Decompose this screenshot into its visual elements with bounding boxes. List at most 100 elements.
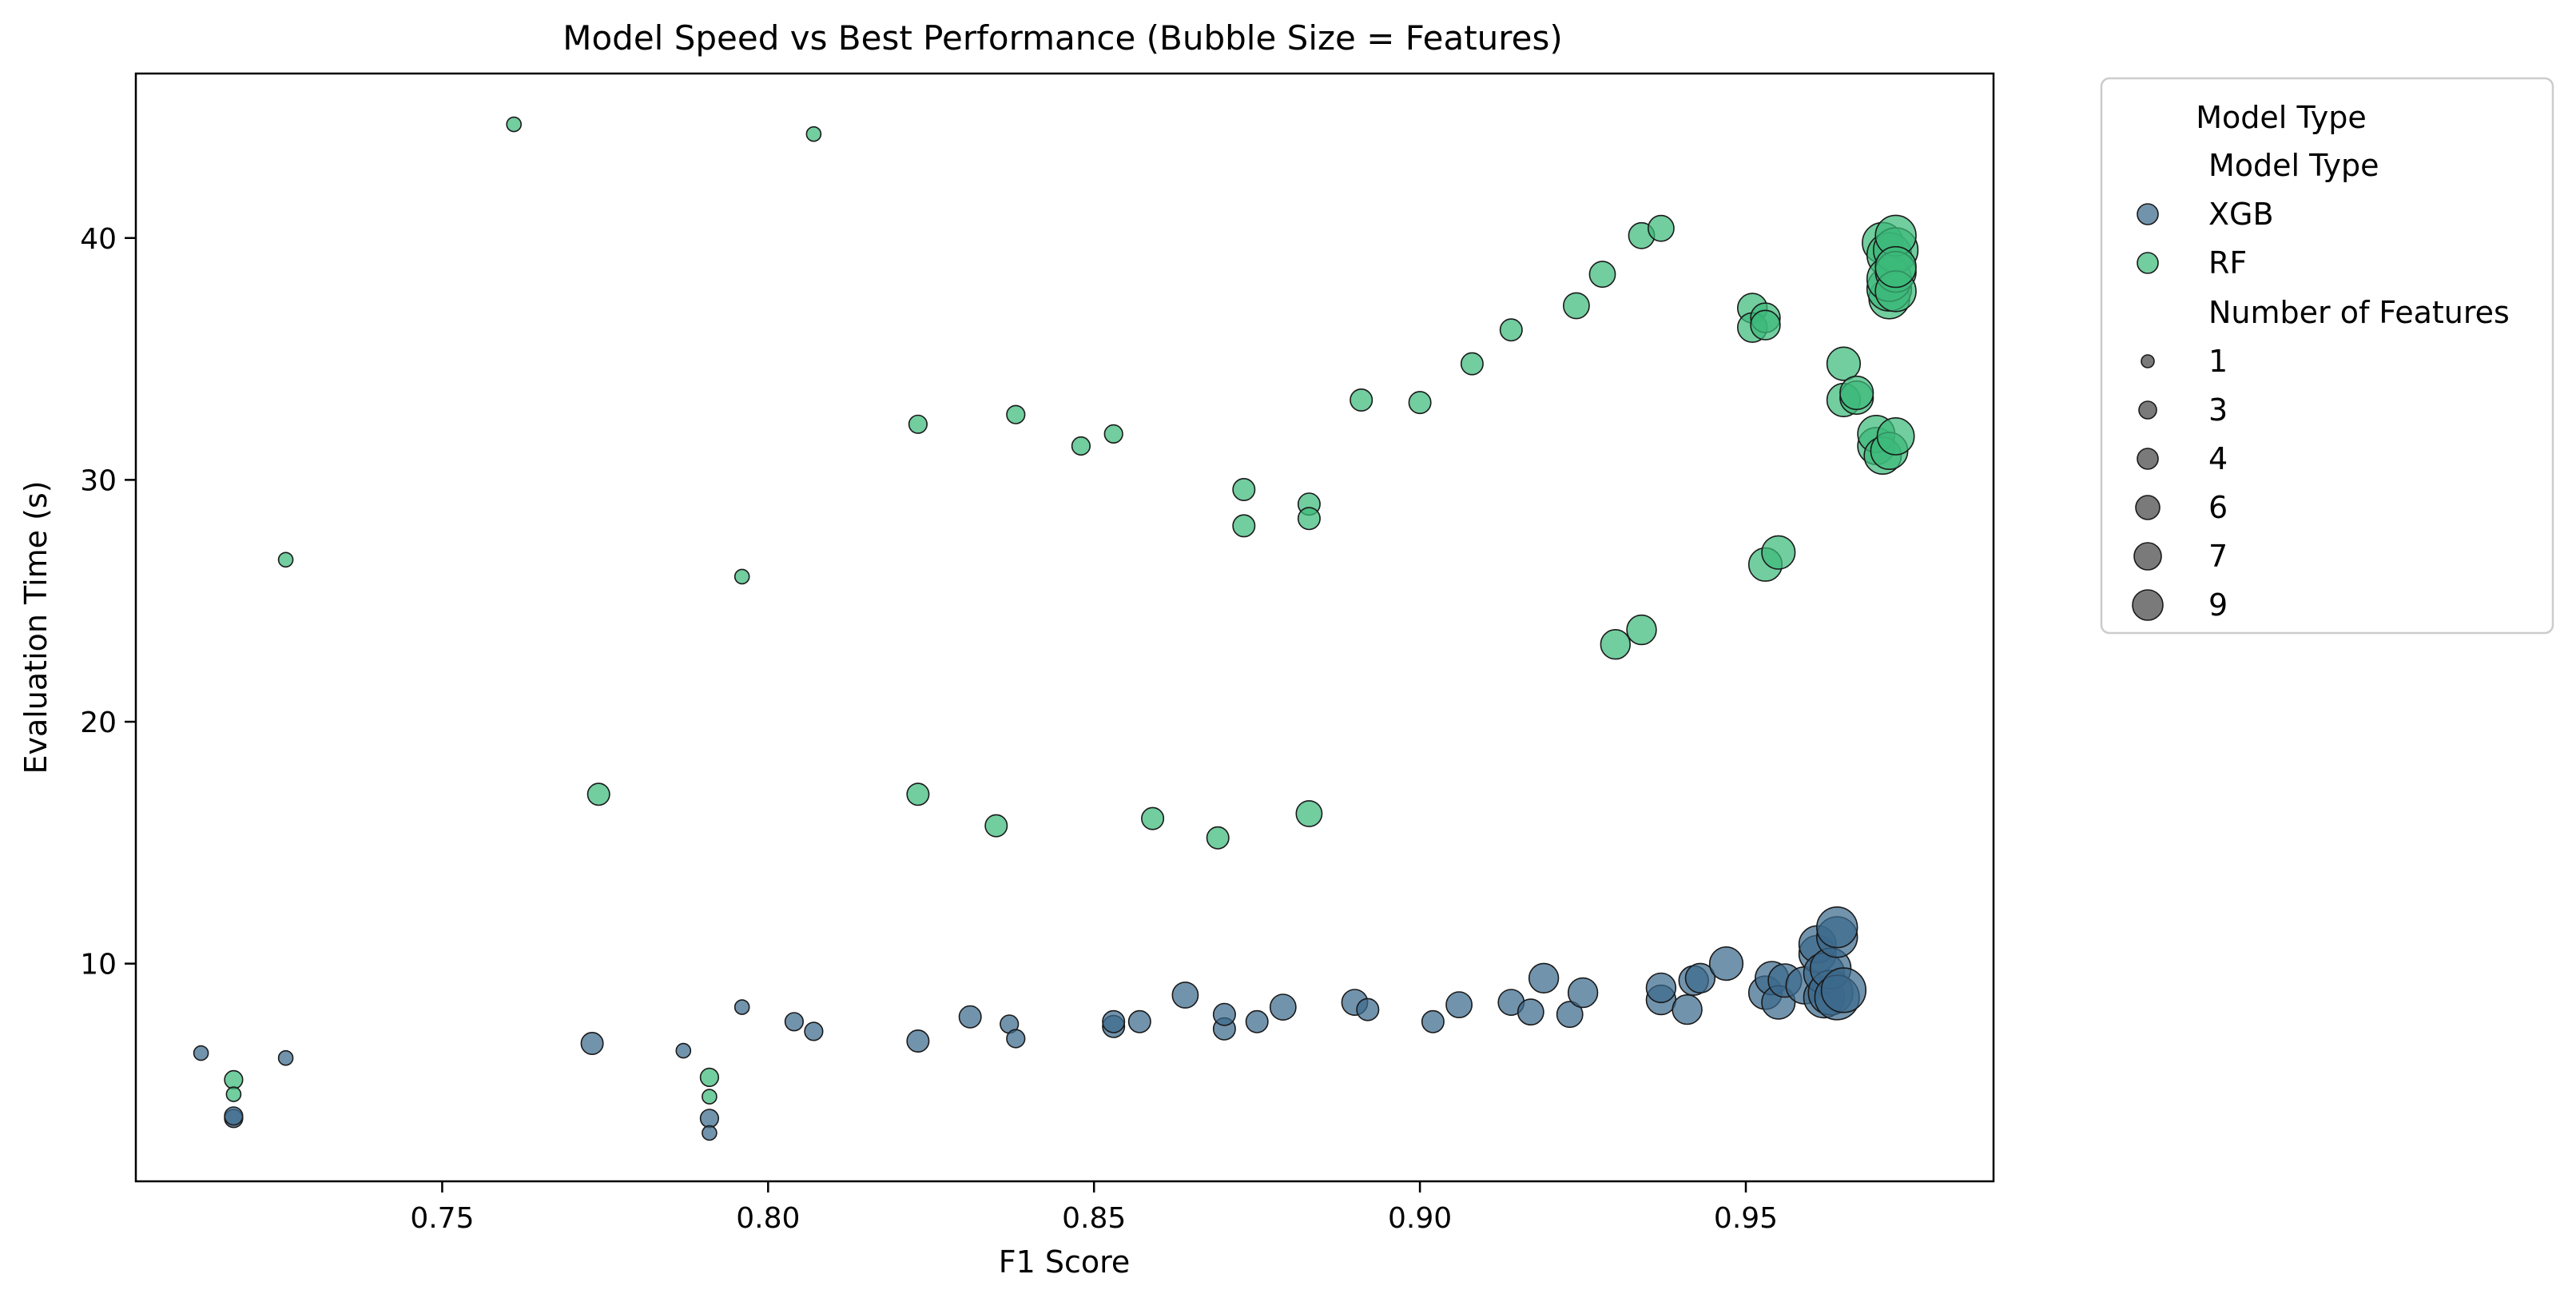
data-point-rf: [1408, 391, 1432, 415]
data-point-rf: [1295, 800, 1323, 827]
legend-marker-xgb: [2137, 203, 2159, 225]
data-point-rf: [1761, 535, 1796, 570]
data-point-xgb: [1445, 991, 1473, 1019]
data-point-xgb: [1645, 972, 1677, 1004]
data-point-xgb: [1556, 1001, 1584, 1029]
data-point-xgb: [1816, 906, 1858, 949]
x-tick-label: 0.80: [736, 1202, 800, 1235]
data-point-xgb: [580, 1032, 604, 1056]
series-rf: [224, 116, 1919, 1105]
legend-size-entries: 1 3 4 6 7 9: [2132, 344, 2228, 623]
y-axis: 10 20 30 40: [80, 223, 136, 981]
data-point-rf: [805, 125, 822, 142]
data-point-rf: [1626, 614, 1657, 646]
data-point-rf: [1876, 417, 1915, 456]
data-point-rf: [225, 1086, 242, 1102]
data-point-rf: [1141, 806, 1165, 830]
data-point-xgb: [1356, 997, 1380, 1021]
data-point-rf: [1071, 436, 1091, 456]
data-point-rf: [506, 116, 523, 133]
data-point-xgb: [1684, 962, 1716, 994]
data-point-xgb: [1567, 977, 1599, 1009]
legend-size-marker: [2138, 400, 2157, 420]
data-point-rf: [1232, 514, 1256, 538]
data-point-rf: [699, 1067, 720, 1087]
data-point-xgb: [675, 1042, 692, 1059]
data-point-xgb: [1127, 1009, 1151, 1033]
data-point-xgb: [804, 1021, 824, 1041]
data-point-xgb: [193, 1045, 209, 1061]
data-point-xgb: [1269, 993, 1297, 1021]
data-point-xgb: [1528, 962, 1560, 994]
data-point-rf: [1206, 826, 1230, 850]
x-tick-label: 0.90: [1388, 1202, 1452, 1235]
data-point-rf: [1499, 318, 1523, 342]
data-point-rf: [224, 1069, 244, 1089]
legend-box: [2100, 77, 2554, 635]
data-point-rf: [1006, 404, 1026, 424]
legend: Model Type Model Type XGB RF Number of Fe…: [2100, 77, 2554, 635]
data-point-xgb: [702, 1125, 718, 1141]
legend-title: Model Type: [2196, 100, 2366, 135]
data-point-xgb: [733, 999, 750, 1015]
y-tick-label: 30: [80, 464, 117, 497]
data-point-rf: [906, 782, 930, 806]
data-point-rf: [1647, 214, 1675, 242]
data-point-xgb: [1517, 998, 1544, 1026]
data-point-rf: [1297, 507, 1321, 531]
data-point-xgb: [1820, 967, 1866, 1013]
legend-size-label: 7: [2208, 539, 2228, 574]
y-tick-label: 20: [80, 707, 117, 739]
data-point-rf: [1839, 375, 1874, 411]
legend-size-marker: [2141, 354, 2155, 368]
legend-label-rf: RF: [2208, 245, 2247, 281]
points-layer: [193, 116, 1919, 1141]
x-tick-label: 0.95: [1714, 1202, 1778, 1235]
data-point-xgb: [1245, 1009, 1269, 1033]
legend-size-label: 9: [2208, 587, 2228, 623]
legend-size-marker: [2135, 495, 2161, 520]
legend-marker-rf: [2137, 252, 2159, 274]
data-point-rf: [702, 1089, 718, 1105]
data-point-rf: [277, 551, 294, 568]
data-point-rf: [1826, 346, 1861, 381]
chart-title: Model Speed vs Best Performance (Bubble …: [563, 18, 1563, 58]
data-point-rf: [1600, 628, 1632, 660]
legend-size-label: 6: [2208, 490, 2228, 525]
legend-size-marker: [2133, 542, 2162, 571]
legend-hue-title: Model Type: [2208, 148, 2379, 183]
data-point-xgb: [906, 1029, 930, 1053]
data-point-xgb: [277, 1049, 294, 1066]
x-axis: 0.75 0.80 0.85 0.90 0.95: [410, 1181, 1778, 1235]
data-point-xgb: [1421, 1009, 1445, 1033]
data-point-xgb: [1708, 946, 1744, 981]
y-tick-label: 40: [80, 223, 117, 256]
data-point-xgb: [1171, 981, 1199, 1009]
data-point-rf: [1350, 388, 1373, 412]
x-tick-label: 0.85: [1062, 1202, 1126, 1235]
data-point-rf: [1563, 292, 1590, 320]
data-point-rf: [586, 782, 610, 806]
series-xgb: [193, 906, 1866, 1141]
data-point-rf: [1232, 477, 1256, 501]
data-point-xgb: [1102, 1009, 1126, 1033]
data-point-xgb: [1672, 993, 1703, 1025]
legend-size-label: 3: [2208, 392, 2228, 428]
legend-size-marker: [2132, 589, 2164, 621]
data-point-rf: [1460, 352, 1484, 376]
x-axis-label: F1 Score: [999, 1244, 1131, 1280]
data-point-xgb: [958, 1005, 982, 1029]
legend-label-xgb: XGB: [2208, 197, 2274, 232]
x-tick-label: 0.75: [410, 1202, 474, 1235]
legend-hue-entries: XGB RF: [2137, 197, 2274, 281]
legend-size-title: Number of Features: [2208, 295, 2510, 330]
data-point-xgb: [224, 1106, 244, 1126]
data-point-rf: [908, 414, 928, 434]
data-point-xgb: [784, 1012, 805, 1032]
legend-size-label: 1: [2208, 344, 2228, 379]
data-point-rf: [984, 814, 1008, 838]
data-point-rf: [1588, 261, 1616, 289]
y-tick-label: 10: [80, 949, 117, 981]
data-point-xgb: [699, 1109, 720, 1129]
data-point-rf: [1874, 245, 1917, 289]
